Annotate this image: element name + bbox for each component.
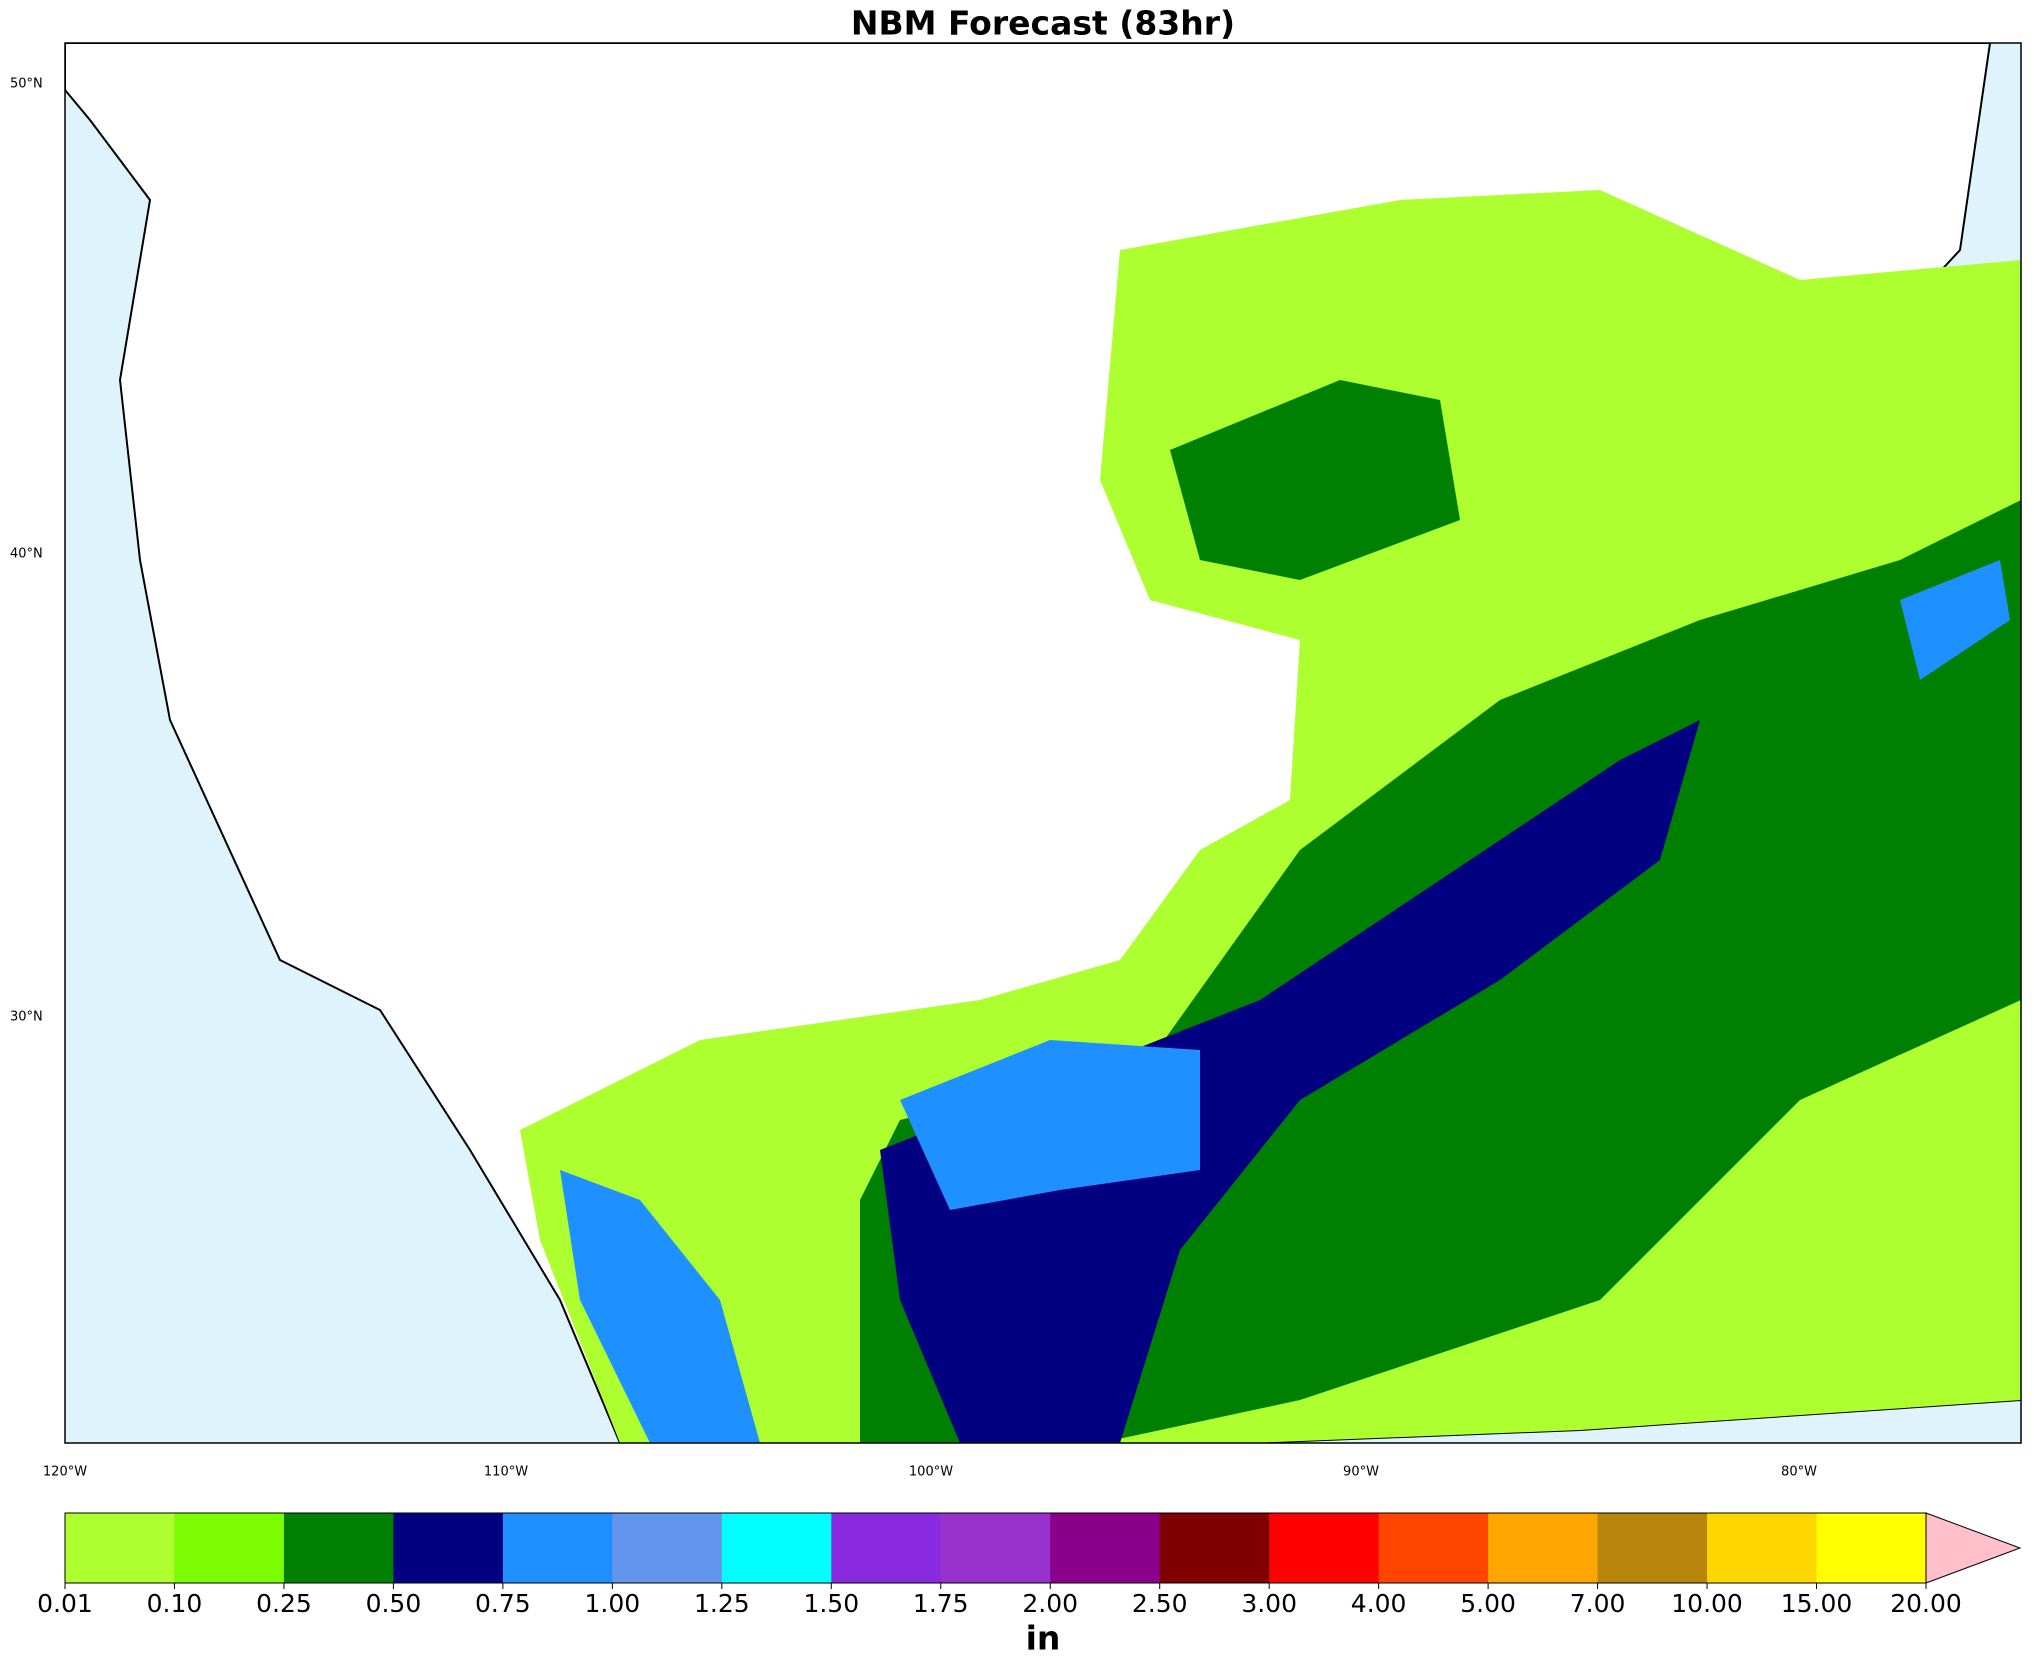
lon-label: 120°W	[43, 1465, 87, 1480]
colorbar-box	[612, 1513, 723, 1583]
colorbar-box	[1269, 1513, 1380, 1583]
colorbar-box	[940, 1513, 1051, 1583]
colorbar: 0.01 0.10 0.25 0.50 0.75 1.00 1.25 1.50 1.75 2.00…	[37, 1512, 2022, 1618]
colorbar-tick-label: 1.50	[803, 1589, 859, 1618]
precip-050	[880, 720, 1700, 1443]
colorbar-tick-label: 0.75	[475, 1589, 531, 1618]
colorbar-box	[393, 1513, 504, 1583]
colorbar-box	[1050, 1513, 1161, 1583]
colorbar-tick-label: 7.00	[1570, 1589, 1626, 1618]
colorbar-box	[1159, 1513, 1270, 1583]
colorbar-tick-label: 5.00	[1460, 1589, 1516, 1618]
precip-075-west	[560, 1170, 760, 1443]
lon-label: 90°W	[1343, 1465, 1379, 1480]
colorbar-tick-label: 20.00	[1890, 1589, 1962, 1618]
lon-label: 110°W	[484, 1465, 528, 1480]
title: NBM Forecast (83hr)	[851, 4, 1235, 43]
lon-label: 80°W	[1781, 1465, 1817, 1480]
colorbar-tick-label: 1.75	[913, 1589, 969, 1618]
colorbar-tick-label: 1.00	[585, 1589, 641, 1618]
lat-label: 30°N	[10, 1010, 43, 1025]
map-frame	[64, 42, 2022, 1444]
colorbar-box	[1707, 1513, 1818, 1583]
colorbar-tick-label: 0.25	[256, 1589, 312, 1618]
lon-label: 100°W	[909, 1465, 953, 1480]
lon-labels: 120°W 110°W 100°W 90°W 80°W	[43, 1465, 1817, 1480]
colorbar-tick-label: 4.00	[1351, 1589, 1407, 1618]
colorbar-box	[65, 1513, 175, 1583]
colorbar-unit: in	[1026, 1619, 1061, 1658]
colorbar-tick-label: 10.00	[1671, 1589, 1743, 1618]
lat-label: 50°N	[10, 77, 43, 92]
precip-075-east	[1900, 560, 2010, 680]
colorbar-box	[831, 1513, 942, 1583]
colorbar-box	[174, 1513, 285, 1583]
colorbar-tick-label: 3.00	[1241, 1589, 1297, 1618]
colorbar-box	[1816, 1513, 1927, 1583]
colorbar-tick-label: 15.00	[1781, 1589, 1853, 1618]
lat-label: 40°N	[10, 547, 43, 562]
colorbar-box	[283, 1513, 394, 1583]
colorbar-tick-label: 0.01	[37, 1589, 93, 1618]
colorbar-frame	[64, 1512, 1927, 1584]
colorbar-tick-label: 2.00	[1022, 1589, 1078, 1618]
precip-lakes	[1170, 380, 1460, 580]
colorbar-tick-label: 0.10	[147, 1589, 203, 1618]
colorbar-box	[1597, 1513, 1708, 1583]
colorbar-box	[721, 1513, 832, 1583]
colorbar-box	[1378, 1513, 1489, 1583]
colorbar-box	[1488, 1513, 1599, 1583]
colorbar-tick-label: 1.25	[694, 1589, 750, 1618]
colorbar-tick-label: 0.50	[366, 1589, 422, 1618]
colorbar-tick-label: 2.50	[1132, 1589, 1188, 1618]
lat-labels: 50°N 40°N 30°N	[10, 77, 43, 1025]
colorbar-extend	[1925, 1512, 2022, 1584]
map	[64, 42, 2022, 1444]
colorbar-box	[502, 1513, 613, 1583]
precip-075	[900, 1040, 1200, 1210]
